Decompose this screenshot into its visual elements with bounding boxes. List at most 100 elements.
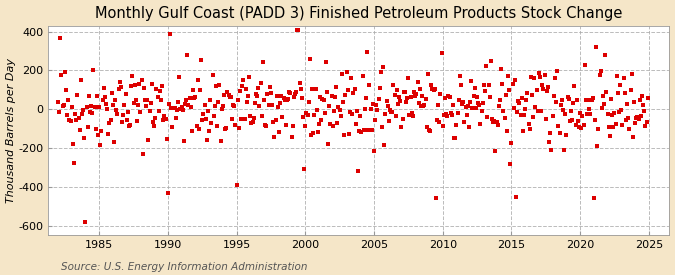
- Point: [161, 137, 172, 141]
- Point: [444, 95, 455, 99]
- Point: [539, 73, 550, 78]
- Point: [424, 128, 435, 132]
- Point: [483, 83, 494, 87]
- Point: [360, 96, 371, 100]
- Point: [250, 100, 261, 105]
- Point: [271, 94, 282, 99]
- Point: [350, 122, 361, 126]
- Point: [115, 84, 126, 89]
- Point: [253, 86, 264, 91]
- Point: [381, 99, 392, 104]
- Point: [587, 96, 598, 100]
- Point: [92, 133, 103, 137]
- Point: [433, 103, 443, 108]
- Point: [377, 124, 387, 129]
- Point: [458, 100, 468, 104]
- Point: [107, 90, 117, 95]
- Point: [175, 107, 186, 111]
- Point: [227, 117, 238, 121]
- Point: [265, 90, 276, 95]
- Point: [443, 94, 454, 98]
- Point: [553, 124, 564, 128]
- Point: [245, 114, 256, 118]
- Point: [379, 143, 389, 148]
- Point: [260, 123, 271, 127]
- Point: [102, 107, 113, 111]
- Point: [355, 114, 366, 118]
- Point: [412, 80, 423, 84]
- Point: [405, 94, 416, 99]
- Point: [238, 78, 249, 82]
- Point: [593, 127, 604, 131]
- Point: [316, 117, 327, 122]
- Point: [136, 78, 147, 82]
- Point: [173, 100, 184, 104]
- Point: [58, 103, 69, 107]
- Point: [592, 144, 603, 148]
- Point: [150, 116, 161, 120]
- Point: [196, 58, 207, 62]
- Point: [572, 119, 583, 123]
- Point: [579, 63, 590, 67]
- Point: [439, 96, 450, 101]
- Point: [295, 87, 306, 91]
- Point: [294, 81, 305, 85]
- Point: [371, 103, 381, 107]
- Point: [515, 113, 526, 117]
- Point: [595, 69, 606, 73]
- Point: [396, 124, 407, 129]
- Point: [518, 129, 529, 133]
- Point: [525, 75, 536, 79]
- Point: [626, 72, 637, 76]
- Point: [562, 95, 573, 99]
- Point: [569, 84, 580, 88]
- Point: [640, 124, 651, 128]
- Point: [194, 127, 205, 131]
- Point: [281, 98, 292, 102]
- Point: [585, 111, 596, 116]
- Point: [551, 100, 562, 104]
- Point: [324, 104, 335, 108]
- Point: [607, 113, 618, 117]
- Point: [603, 125, 614, 129]
- Point: [184, 96, 195, 100]
- Point: [556, 97, 567, 102]
- Point: [490, 148, 501, 153]
- Point: [66, 104, 77, 109]
- Point: [541, 89, 552, 93]
- Point: [475, 122, 486, 126]
- Point: [347, 111, 358, 116]
- Point: [375, 86, 385, 90]
- Point: [303, 100, 314, 104]
- Point: [638, 102, 649, 107]
- Point: [269, 135, 279, 140]
- Point: [491, 120, 502, 124]
- Point: [186, 129, 197, 133]
- Point: [541, 117, 551, 122]
- Point: [567, 118, 578, 122]
- Point: [537, 83, 547, 87]
- Point: [322, 90, 333, 94]
- Point: [404, 112, 415, 117]
- Point: [385, 108, 396, 112]
- Point: [178, 139, 189, 144]
- Point: [513, 99, 524, 104]
- Point: [500, 92, 511, 97]
- Point: [183, 103, 194, 107]
- Point: [326, 94, 337, 99]
- Point: [457, 101, 468, 106]
- Point: [181, 98, 192, 102]
- Point: [497, 81, 508, 86]
- Point: [623, 116, 634, 120]
- Point: [364, 83, 375, 87]
- Point: [133, 103, 144, 107]
- Point: [389, 93, 400, 97]
- Point: [419, 103, 430, 107]
- Point: [576, 126, 587, 130]
- Point: [560, 112, 570, 116]
- Point: [356, 130, 367, 134]
- Point: [521, 97, 532, 102]
- Point: [55, 35, 65, 40]
- Point: [160, 117, 171, 121]
- Point: [125, 123, 136, 128]
